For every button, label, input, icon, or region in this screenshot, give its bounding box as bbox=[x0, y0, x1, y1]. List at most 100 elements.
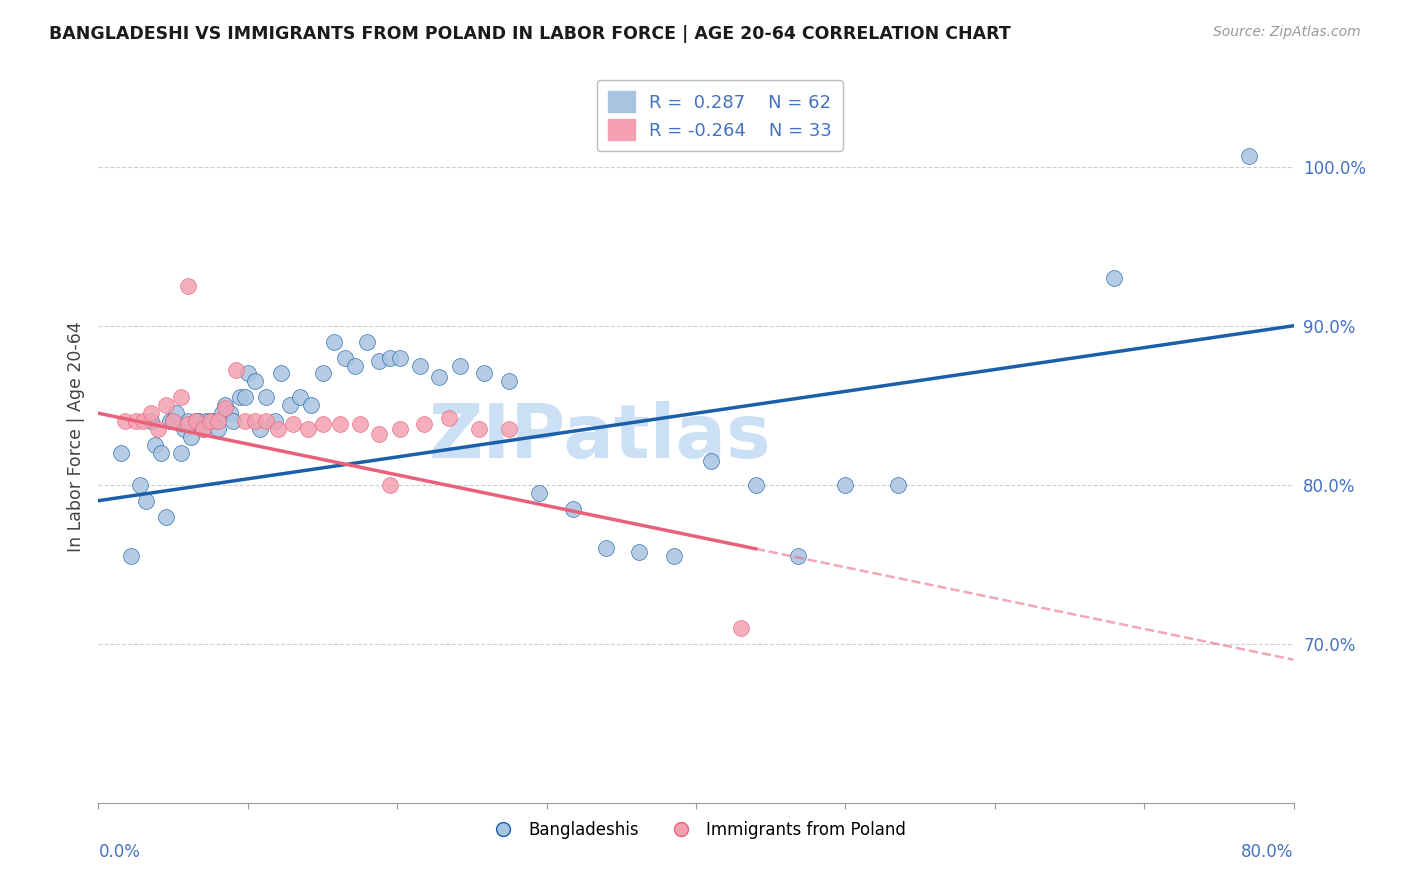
Point bbox=[299, 398, 322, 412]
Point bbox=[229, 390, 252, 404]
Point bbox=[159, 414, 181, 428]
Point bbox=[195, 414, 218, 428]
Point bbox=[468, 422, 491, 436]
Point bbox=[139, 406, 162, 420]
Point bbox=[120, 549, 142, 564]
Point bbox=[180, 430, 202, 444]
Point bbox=[191, 422, 214, 436]
Point bbox=[389, 351, 412, 365]
Text: 0.0%: 0.0% bbox=[98, 843, 141, 861]
Point bbox=[207, 422, 229, 436]
Point bbox=[408, 359, 430, 373]
Point bbox=[214, 401, 236, 416]
Point bbox=[389, 422, 412, 436]
Point bbox=[139, 414, 162, 428]
Point bbox=[449, 359, 471, 373]
Point bbox=[173, 422, 195, 436]
Point bbox=[413, 417, 436, 432]
Point bbox=[191, 422, 214, 436]
Point bbox=[333, 351, 356, 365]
Point bbox=[233, 414, 256, 428]
Point bbox=[368, 426, 391, 441]
Point bbox=[700, 454, 723, 468]
Point bbox=[344, 359, 367, 373]
Point bbox=[110, 446, 132, 460]
Point bbox=[211, 406, 233, 420]
Point bbox=[222, 414, 245, 428]
Point bbox=[270, 367, 292, 381]
Point bbox=[311, 367, 333, 381]
Point bbox=[200, 414, 222, 428]
Point bbox=[1237, 148, 1260, 162]
Point bbox=[288, 390, 311, 404]
Point bbox=[439, 411, 461, 425]
Text: BANGLADESHI VS IMMIGRANTS FROM POLAND IN LABOR FORCE | AGE 20-64 CORRELATION CHA: BANGLADESHI VS IMMIGRANTS FROM POLAND IN… bbox=[49, 25, 1011, 43]
Point bbox=[148, 422, 170, 436]
Point bbox=[150, 446, 173, 460]
Point bbox=[368, 353, 391, 368]
Point bbox=[254, 414, 277, 428]
Point bbox=[378, 351, 401, 365]
Point bbox=[311, 417, 333, 432]
Point bbox=[263, 414, 285, 428]
Y-axis label: In Labor Force | Age 20-64: In Labor Force | Age 20-64 bbox=[66, 322, 84, 552]
Text: 80.0%: 80.0% bbox=[1241, 843, 1294, 861]
Point bbox=[349, 417, 371, 432]
Point bbox=[132, 414, 155, 428]
Point bbox=[278, 398, 301, 412]
Point bbox=[135, 493, 157, 508]
Point bbox=[155, 398, 177, 412]
Point bbox=[281, 417, 304, 432]
Point bbox=[162, 414, 184, 428]
Point bbox=[200, 414, 222, 428]
Point bbox=[184, 414, 207, 428]
Point bbox=[886, 477, 908, 491]
Point bbox=[187, 414, 209, 428]
Point bbox=[219, 406, 242, 420]
Point bbox=[498, 422, 520, 436]
Point bbox=[155, 509, 177, 524]
Point bbox=[595, 541, 617, 556]
Point bbox=[125, 414, 148, 428]
Point bbox=[249, 422, 271, 436]
Point bbox=[267, 422, 290, 436]
Point bbox=[498, 375, 520, 389]
Point bbox=[378, 477, 401, 491]
Point bbox=[169, 390, 191, 404]
Point bbox=[472, 367, 495, 381]
Point bbox=[356, 334, 378, 349]
Point bbox=[786, 549, 808, 564]
Point bbox=[329, 417, 352, 432]
Point bbox=[225, 363, 247, 377]
Point bbox=[202, 414, 225, 428]
Point bbox=[745, 477, 768, 491]
Point bbox=[184, 414, 207, 428]
Point bbox=[114, 414, 136, 428]
Point bbox=[427, 369, 450, 384]
Point bbox=[254, 390, 277, 404]
Point bbox=[834, 477, 856, 491]
Point bbox=[169, 446, 191, 460]
Point bbox=[245, 375, 267, 389]
Text: Source: ZipAtlas.com: Source: ZipAtlas.com bbox=[1213, 25, 1361, 39]
Point bbox=[143, 438, 166, 452]
Point bbox=[662, 549, 685, 564]
Point bbox=[165, 406, 187, 420]
Point bbox=[214, 398, 236, 412]
Point bbox=[177, 279, 200, 293]
Point bbox=[162, 414, 184, 428]
Point bbox=[562, 501, 585, 516]
Legend: Bangladeshis, Immigrants from Poland: Bangladeshis, Immigrants from Poland bbox=[479, 814, 912, 846]
Point bbox=[177, 414, 200, 428]
Point bbox=[177, 417, 200, 432]
Text: ZIPatlas: ZIPatlas bbox=[429, 401, 772, 474]
Point bbox=[245, 414, 267, 428]
Point bbox=[323, 334, 346, 349]
Point bbox=[628, 544, 651, 558]
Point bbox=[129, 477, 152, 491]
Point bbox=[1104, 271, 1126, 285]
Point bbox=[207, 414, 229, 428]
Point bbox=[297, 422, 319, 436]
Point bbox=[236, 367, 259, 381]
Point bbox=[233, 390, 256, 404]
